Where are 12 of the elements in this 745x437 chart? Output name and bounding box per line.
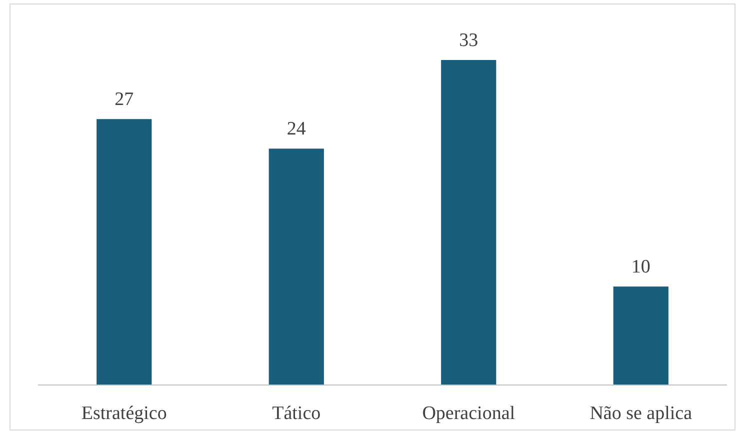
x-tick-label: Estratégico xyxy=(81,403,167,424)
data-label: 33 xyxy=(459,30,478,51)
bar xyxy=(613,286,668,385)
bar xyxy=(268,148,324,385)
bar xyxy=(441,60,496,385)
x-tick-label: Não se aplica xyxy=(590,403,693,424)
data-label: 24 xyxy=(286,118,306,140)
bar xyxy=(96,119,152,385)
data-label: 10 xyxy=(631,256,650,278)
x-tick-label: Operacional xyxy=(422,403,516,424)
x-tick-label: Tático xyxy=(272,403,321,424)
data-label: 27 xyxy=(114,89,134,110)
